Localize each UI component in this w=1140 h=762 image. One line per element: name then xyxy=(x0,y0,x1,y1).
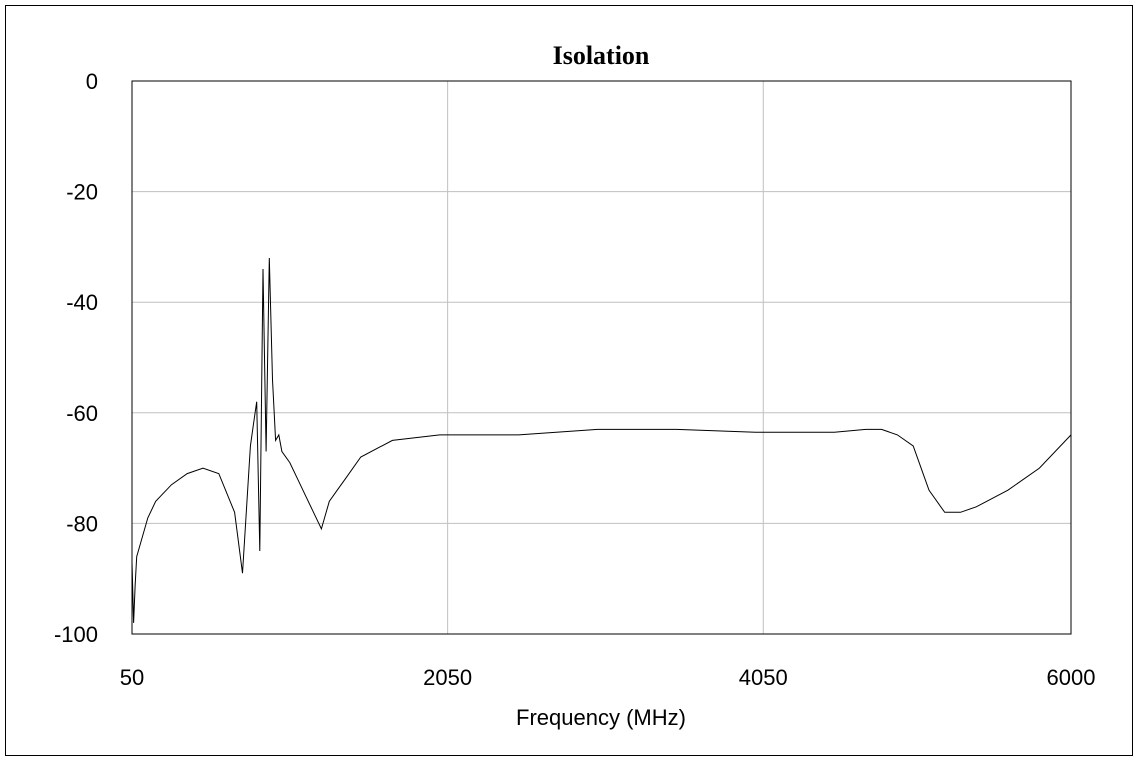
x-tick-label: 6000 xyxy=(1047,665,1096,690)
y-axis: 0 -20 -40 -60 -80 -100 xyxy=(54,69,98,647)
y-tick-label: -20 xyxy=(66,180,98,205)
x-tick-label: 50 xyxy=(120,665,144,690)
series-line-isolation xyxy=(131,257,1072,623)
y-tick-label: -60 xyxy=(66,401,98,426)
x-axis-label: Frequency (MHz) xyxy=(516,705,686,730)
y-tick-label: -40 xyxy=(66,290,98,315)
x-tick-label: 4050 xyxy=(739,665,788,690)
x-axis: 50 2050 4050 6000 xyxy=(120,665,1096,690)
y-tick-label: -100 xyxy=(54,622,98,647)
grid xyxy=(132,81,1071,634)
y-tick-label: 0 xyxy=(86,69,98,94)
y-tick-label: -80 xyxy=(66,511,98,536)
plot-area xyxy=(131,80,1072,635)
chart-frame xyxy=(5,5,1133,756)
chart-title: Isolation xyxy=(553,41,650,70)
x-tick-label: 2050 xyxy=(423,665,472,690)
